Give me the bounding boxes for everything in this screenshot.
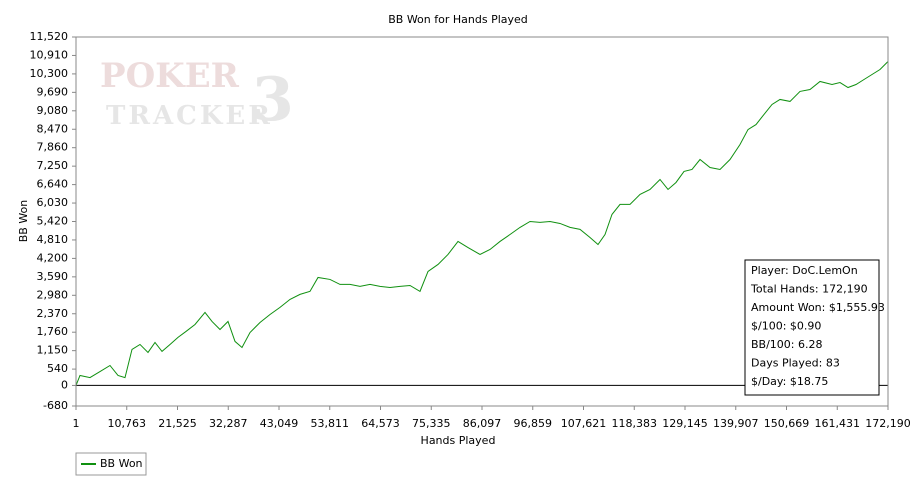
x-axis-label: Hands Played (421, 434, 496, 447)
y-tick-label: 10,910 (30, 48, 69, 61)
legend-box (75, 452, 147, 476)
x-tick-label: 150,669 (764, 417, 810, 430)
info-line: Total Hands: 172,190 (750, 283, 868, 296)
x-tick-label: 107,621 (561, 417, 607, 430)
y-tick-label: 7,860 (37, 141, 69, 154)
x-tick-label: 32,287 (209, 417, 248, 430)
y-tick-label: 11,520 (30, 30, 69, 43)
y-tick-label: 540 (47, 362, 68, 375)
info-line: $/100: $0.90 (751, 320, 821, 333)
y-tick-label: 2,370 (37, 307, 69, 320)
y-tick-label: 9,690 (37, 85, 69, 98)
y-tick-label: 1,760 (37, 325, 69, 338)
x-tick-label: 118,383 (612, 417, 658, 430)
x-tick-label: 43,049 (260, 417, 299, 430)
info-line: $/Day: $18.75 (751, 375, 828, 388)
x-tick-label: 86,097 (463, 417, 502, 430)
legend-label: BB Won (100, 457, 143, 470)
info-line: BB/100: 6.28 (751, 338, 823, 351)
y-tick-label: 1,150 (37, 344, 69, 357)
y-tick-label: 4,810 (37, 233, 69, 246)
info-box (744, 259, 880, 396)
data-line (75, 61, 889, 386)
y-tick-label: 10,300 (30, 67, 69, 80)
y-tick-label: -680 (43, 399, 68, 412)
y-tick-label: 8,470 (37, 122, 69, 135)
watermark: 3 (252, 65, 294, 135)
y-tick-label: 6,030 (37, 196, 69, 209)
x-tick-label: 75,335 (412, 417, 451, 430)
x-tick-label: 21,525 (158, 417, 197, 430)
x-tick-label: 139,907 (713, 417, 759, 430)
x-tick-label: 172,190 (865, 417, 911, 430)
y-tick-label: 0 (61, 378, 68, 391)
y-axis-label: BB Won (17, 200, 30, 243)
watermark: TRACKER (106, 101, 273, 131)
x-tick-label: 161,431 (815, 417, 861, 430)
y-tick-label: 3,590 (37, 270, 69, 283)
x-tick-label: 53,811 (311, 417, 350, 430)
y-tick-label: 5,420 (37, 215, 69, 228)
x-tick-label: 96,859 (514, 417, 553, 430)
y-tick-label: 6,640 (37, 178, 69, 191)
y-tick-label: 9,080 (37, 104, 69, 117)
watermark: POKER (100, 56, 240, 96)
chart-title: BB Won for Hands Played (388, 13, 528, 26)
info-line: Player: DoC.LemOn (751, 264, 858, 277)
x-tick-label: 1 (73, 417, 80, 430)
y-tick-label: 4,200 (37, 251, 69, 264)
x-tick-label: 64,573 (361, 417, 400, 430)
info-line: Amount Won: $1,555.93 (751, 301, 885, 314)
info-line: Days Played: 83 (751, 357, 840, 370)
y-tick-label: 2,980 (37, 288, 69, 301)
y-tick-label: 7,250 (37, 159, 69, 172)
x-tick-label: 10,763 (108, 417, 147, 430)
x-tick-label: 129,145 (662, 417, 708, 430)
